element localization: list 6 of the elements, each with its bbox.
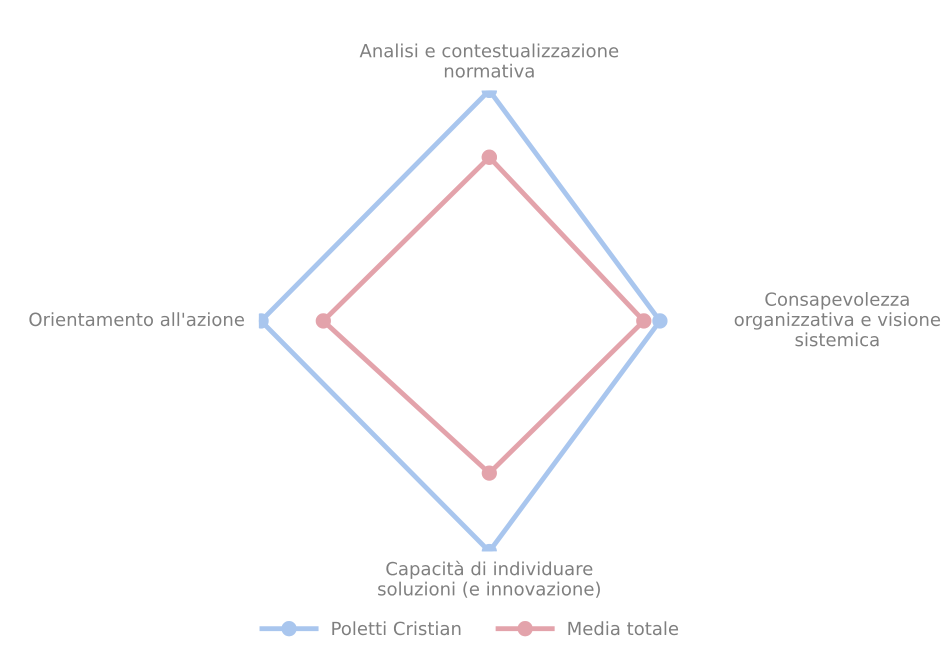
spoke-label: Analisi e contestualizzazione normativa xyxy=(360,43,618,78)
spoke-label: Orientamento all'azione xyxy=(29,312,244,326)
spoke-label: Consapevolezza organizzativa e visione sistemica xyxy=(734,292,940,346)
spoke-label: Capacità di individuare soluzioni (e innovazione) xyxy=(378,560,600,598)
legend-label: Media totale xyxy=(568,621,678,636)
legend-label: Poletti Cristian xyxy=(332,621,460,636)
